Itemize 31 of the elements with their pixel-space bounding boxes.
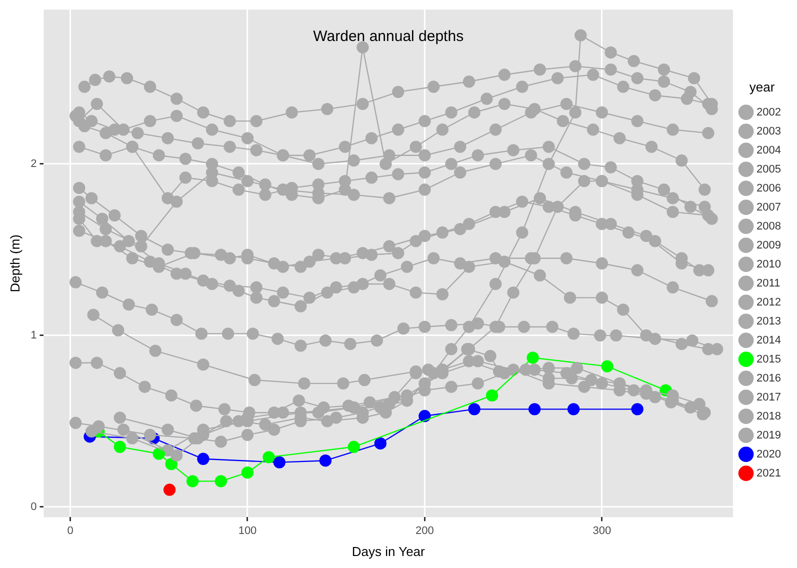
x-tick-label: 300 (592, 524, 612, 537)
legend-label: 2012 (756, 296, 782, 308)
legend-label: 2014 (756, 334, 782, 346)
legend-label: 2004 (756, 144, 782, 156)
x-tick-label: 100 (238, 524, 257, 537)
legend-label: 2015 (756, 353, 782, 366)
legend-label: 2009 (756, 239, 782, 252)
legend-label: 2016 (756, 372, 782, 384)
legend-label: 2017 (756, 391, 782, 404)
legend-title: year (749, 79, 776, 94)
legend-label: 2002 (756, 106, 782, 118)
x-tick-label: 0 (67, 524, 74, 537)
y-tick-label: 0 (30, 500, 37, 513)
legend-label: 2006 (756, 182, 782, 194)
legend-label: 2010 (756, 258, 782, 270)
legend-label: 2021 (756, 467, 782, 480)
legend-label: 2013 (756, 315, 782, 328)
text: Warden annual depths (313, 28, 464, 46)
legend-label: 2019 (756, 429, 782, 442)
y-axis-title: Depth (m) (7, 234, 22, 292)
legend-label: 2018 (756, 410, 782, 422)
legend-label: 2003 (756, 125, 782, 138)
y-tick-label: 1 (30, 329, 37, 342)
x-axis-title: Days in Year (352, 544, 426, 559)
legend-label: 2005 (756, 163, 782, 176)
legend-label: 2008 (756, 220, 782, 232)
legend-label: 2007 (756, 201, 782, 214)
x-tick-label: 200 (416, 524, 434, 537)
legend-label: 2020 (756, 448, 782, 460)
y-tick-label: 2 (30, 158, 37, 170)
legend-label: 2011 (756, 277, 780, 290)
